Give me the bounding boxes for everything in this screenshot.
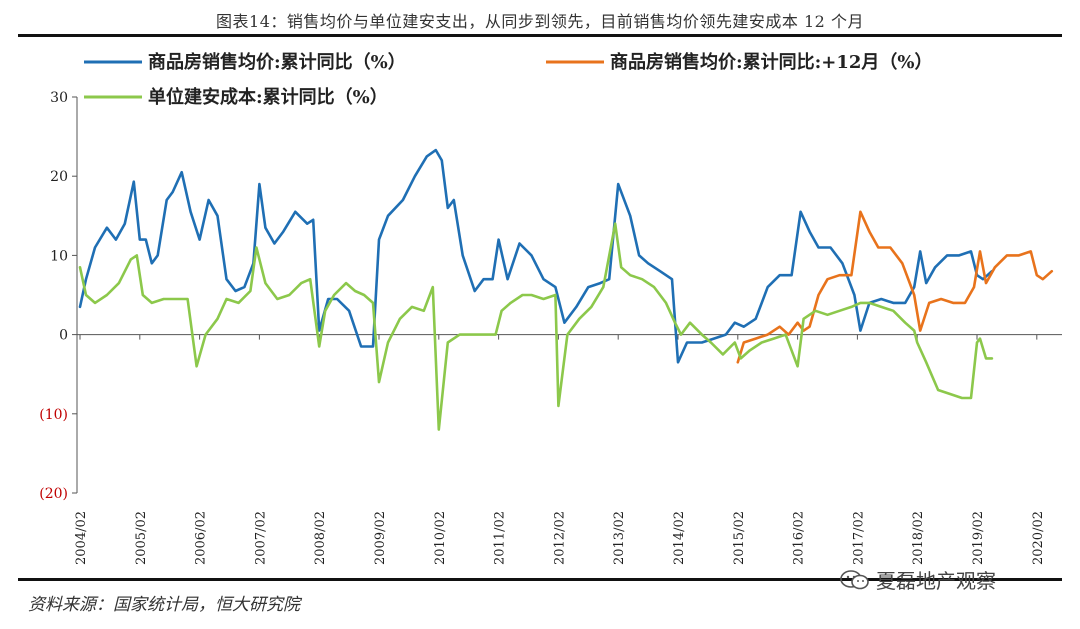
chart-title: 图表14：销售均价与单位建安支出，从同步到领先，目前销售均价领先建安成本 12 … — [216, 12, 864, 31]
legend-label-2: 商品房销售均价:累计同比:+12月（%） — [610, 51, 933, 73]
series-line-2 — [736, 210, 1054, 364]
wechat-icon — [840, 569, 870, 591]
series-line-1 — [78, 148, 994, 364]
x-tick-label-4: 2008/02 — [313, 511, 328, 565]
bottom-rule — [18, 578, 1062, 581]
x-tick-label-2: 2006/02 — [194, 511, 209, 565]
x-tick-label-9: 2013/02 — [612, 511, 627, 565]
source-note: 资料来源：国家统计局，恒大研究院 — [28, 595, 300, 615]
x-tick-label-8: 2012/02 — [552, 511, 567, 565]
watermark-text: 夏磊地产观察 — [876, 569, 996, 593]
legend-label-1: 商品房销售均价:累计同比（%） — [148, 51, 406, 73]
legend: 商品房销售均价:累计同比（%） 商品房销售均价:累计同比:+12月（%） 单位建安成… — [84, 51, 933, 108]
series-lines — [78, 148, 1054, 431]
y-tick-label-4: (10) — [39, 407, 68, 423]
x-tick-label-16: 2020/02 — [1031, 511, 1046, 565]
x-tick-label-14: 2018/02 — [911, 511, 926, 565]
x-tick-label-12: 2016/02 — [792, 511, 807, 565]
x-tick-label-6: 2010/02 — [433, 511, 448, 565]
x-tick-label-7: 2011/02 — [493, 511, 508, 565]
y-tick-label-5: (20) — [39, 486, 68, 502]
top-rule — [18, 34, 1062, 37]
x-tick-label-13: 2017/02 — [851, 511, 866, 565]
x-tick-label-3: 2007/02 — [253, 511, 268, 565]
x-tick-label-10: 2014/02 — [672, 511, 687, 565]
y-tick-label-1: 20 — [50, 169, 68, 185]
x-tick-label-5: 2009/02 — [373, 511, 388, 565]
series-line-3 — [78, 222, 994, 431]
x-tick-label-15: 2019/02 — [971, 511, 986, 565]
x-tick-label-11: 2015/02 — [732, 511, 747, 565]
y-tick-label-3: 0 — [59, 328, 68, 344]
x-tick-label-1: 2005/02 — [134, 511, 149, 565]
axes: 30 20 10 0 (10) (20) 2004/02 2005/02 2006/02 2007… — [39, 90, 1062, 565]
y-tick-label-2: 10 — [50, 248, 68, 264]
y-tick-label-0: 30 — [50, 90, 68, 106]
legend-label-3: 单位建安成本:累计同比（%） — [148, 86, 388, 108]
x-tick-label-0: 2004/02 — [74, 511, 89, 565]
watermark: 夏磊地产观察 — [840, 565, 996, 594]
